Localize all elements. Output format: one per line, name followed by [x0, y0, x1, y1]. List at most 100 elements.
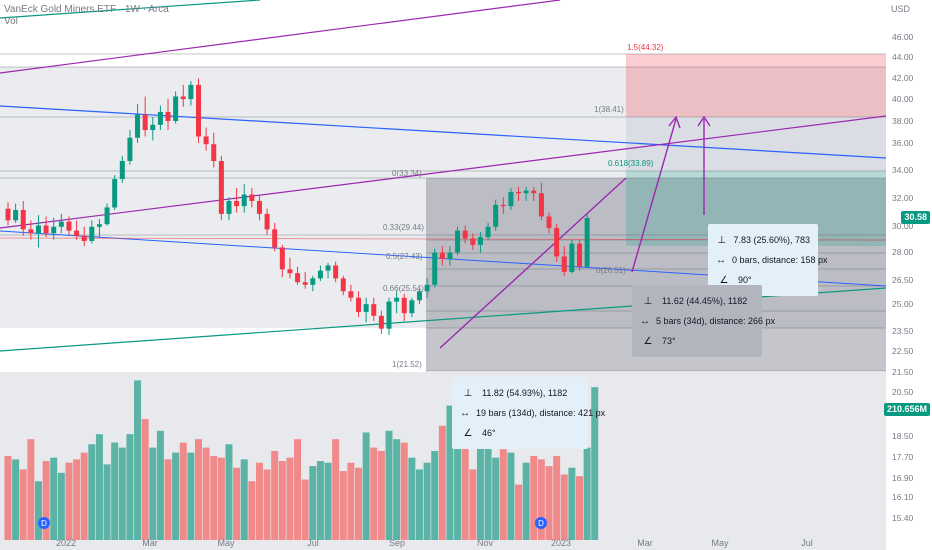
- candle-body: [249, 194, 255, 201]
- volume-bar: [316, 461, 324, 540]
- volume-bar: [65, 462, 73, 540]
- volume-bar: [377, 450, 385, 540]
- candle-body: [371, 304, 377, 316]
- volume-bar: [73, 459, 81, 540]
- candle-body: [196, 84, 201, 137]
- trendline-blue-upper: [0, 105, 887, 159]
- volume-bar: [339, 471, 347, 540]
- time-tick: 2022: [56, 538, 76, 548]
- price-tick: 26.50: [892, 275, 914, 285]
- tooltip-1-angle: 90°: [738, 275, 752, 285]
- price-tick: 25.00: [892, 299, 914, 309]
- candle-body: [333, 265, 339, 279]
- candle-body: [378, 315, 384, 329]
- volume-bar: [126, 434, 134, 540]
- candle-body: [561, 256, 567, 272]
- volume-bar: [149, 447, 157, 540]
- volume-bar: [408, 457, 416, 540]
- range-icon: ⊥: [717, 234, 727, 246]
- angle-icon: ∠: [643, 335, 653, 347]
- volume-bar: [195, 439, 202, 540]
- price-tick: 40.00: [892, 94, 914, 104]
- time-tick: Nov: [477, 538, 494, 548]
- candle-body: [356, 297, 362, 312]
- volume-bar: [576, 476, 583, 540]
- volume-bar: [4, 456, 12, 540]
- tooltip-2-angle: 73°: [662, 336, 676, 346]
- candle-body: [203, 136, 209, 145]
- tooltip-1-bars: 0 bars, distance: 158 px: [732, 255, 828, 265]
- volume-bar: [415, 469, 423, 540]
- volume-bar: [286, 457, 294, 540]
- volume-bar: [225, 444, 233, 540]
- volume-bar: [362, 432, 370, 540]
- candle-body: [401, 297, 407, 314]
- candle-body: [340, 278, 346, 292]
- time-tick: May: [711, 538, 729, 548]
- volume-bar: [103, 464, 111, 540]
- candle-body: [43, 225, 49, 234]
- price-tick: 42.00: [892, 73, 914, 83]
- dividend-marker-icon: [535, 517, 547, 529]
- candle-body: [302, 282, 308, 285]
- volume-bar: [515, 484, 523, 540]
- candle-body: [256, 200, 262, 214]
- candle-body: [173, 96, 179, 121]
- fib-label: 1.5(44.32): [627, 43, 664, 52]
- candle-body: [363, 304, 369, 312]
- volume-bar: [537, 459, 545, 540]
- candle-body: [157, 111, 163, 125]
- volume-bar: [172, 452, 180, 540]
- candle-body: [310, 278, 316, 285]
- tooltip-2-range: 11.62 (44.45%), 1182: [662, 296, 748, 306]
- candle-body: [447, 252, 453, 260]
- candle-body: [394, 297, 400, 302]
- candle-body: [74, 230, 80, 236]
- volume-bar: [27, 439, 35, 540]
- volume-bar: [385, 430, 393, 540]
- candle-body: [500, 204, 506, 207]
- fib-label: 0.66(25.54): [383, 284, 424, 293]
- candle-body: [485, 226, 491, 238]
- dividend-marker-label: D: [41, 519, 47, 528]
- projection-leg-2: [631, 118, 677, 273]
- candle-body: [66, 221, 72, 231]
- volume-bar: [240, 459, 248, 540]
- volume-bar: [431, 450, 439, 540]
- price-tick: 23.50: [892, 326, 914, 336]
- volume-bar: [217, 457, 225, 540]
- candle-body: [142, 114, 148, 131]
- tooltip-2-bars: 5 bars (34d), distance: 266 px: [656, 316, 776, 326]
- volume-bar: [545, 466, 553, 540]
- volume-bar: [278, 461, 286, 540]
- volume-bar: [370, 447, 378, 540]
- volume-bar: [263, 469, 271, 540]
- tooltip-1-range: 7.83 (25.60%), 783: [733, 235, 810, 245]
- volume-bar: [12, 459, 20, 540]
- bars-icon: ↔: [640, 315, 650, 327]
- arrow-head-2: [697, 115, 711, 127]
- candle-body: [416, 291, 422, 301]
- candle-body: [432, 252, 438, 285]
- price-tick: 46.00: [892, 32, 914, 42]
- volume-bar: [400, 442, 408, 540]
- volume-bar: [355, 467, 363, 540]
- volume-bar: [469, 469, 477, 540]
- candle-body: [508, 191, 514, 207]
- candle-body: [165, 111, 171, 121]
- volume-badge: 210.656M: [883, 403, 930, 416]
- volume-bar: [42, 461, 50, 540]
- volume-bar: [248, 481, 256, 540]
- fib-label: 1(21.52): [392, 360, 422, 369]
- candle-body: [386, 301, 392, 329]
- tooltip-3-angle: 46°: [482, 428, 496, 438]
- volume-bar: [80, 452, 88, 540]
- volume-bar: [309, 466, 317, 540]
- candle-body: [287, 269, 293, 274]
- volume-bar: [301, 479, 309, 540]
- fib-label: 0(33.34): [392, 169, 422, 178]
- volume-bar: [164, 459, 172, 540]
- candle-body: [554, 228, 560, 257]
- candle-body: [234, 200, 240, 207]
- price-tick: 32.00: [892, 193, 914, 203]
